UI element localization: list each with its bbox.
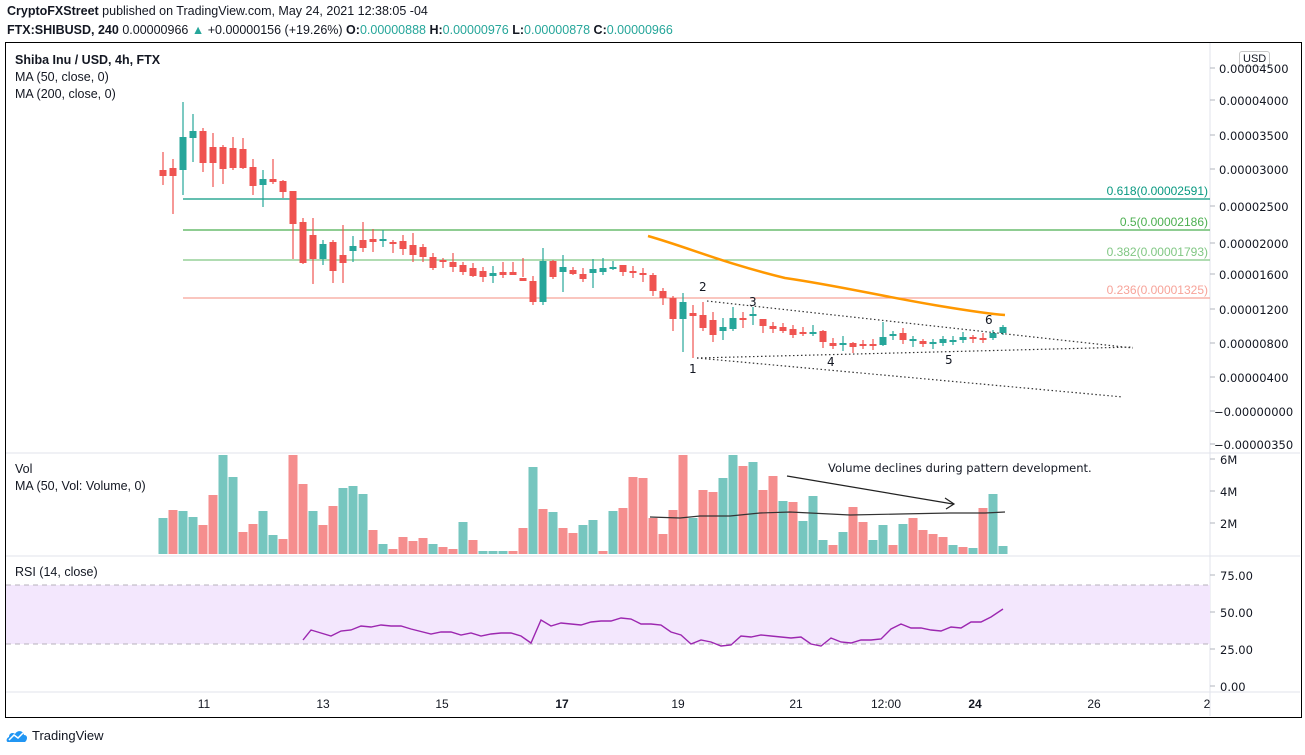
price-tick: 0.00000400 — [1219, 371, 1289, 385]
published-text: published on TradingView.com, May 24, 20… — [98, 4, 428, 18]
ma50-legend[interactable]: MA (50, close, 0) — [15, 70, 109, 84]
high-value: 0.00000976 — [442, 23, 509, 37]
time-tick: 11 — [197, 697, 211, 711]
time-tick: 17 — [555, 697, 569, 711]
publisher-name[interactable]: CryptoFXStreet — [7, 4, 99, 18]
volume-tick: 2M — [1220, 517, 1238, 531]
volume-annotation-note[interactable]: Volume declines during pattern developme… — [828, 461, 1092, 475]
rsi-legend[interactable]: RSI (14, close) — [15, 565, 98, 579]
pattern-point-4: 4 — [827, 355, 835, 369]
rsi-line — [302, 608, 1004, 647]
tradingview-logo[interactable]: TradingView — [6, 728, 104, 743]
price-tick: −0.00000000 — [1214, 405, 1294, 419]
high-label: H: — [429, 23, 443, 37]
pattern-point-1: 1 — [689, 362, 697, 376]
time-tick: 13 — [316, 697, 330, 711]
annotation-arrow[interactable] — [786, 475, 954, 505]
middle-trendline[interactable] — [696, 346, 1134, 359]
price-tick: 0.00003000 — [1219, 163, 1289, 177]
volume-tick: 6M — [1220, 453, 1238, 467]
low-value: 0.00000878 — [524, 23, 591, 37]
chart-title[interactable]: Shiba Inu / USD, 4h, FTX — [15, 53, 161, 67]
symbol-label: FTX:SHIBUSD, 240 — [7, 23, 119, 37]
ma200-legend[interactable]: MA (200, close, 0) — [15, 87, 116, 101]
volume-ma-legend[interactable]: MA (50, Vol: Volume, 0) — [15, 479, 146, 493]
rsi-band — [6, 585, 1210, 644]
up-arrow-icon: ▲ — [191, 23, 205, 37]
volume-ma-line — [649, 511, 1006, 519]
candlestick-series — [159, 102, 1007, 358]
rsi-tick: 25.00 — [1220, 643, 1253, 657]
price-tick: 0.00001200 — [1219, 303, 1289, 317]
lower-trendline[interactable] — [696, 357, 1124, 398]
time-tick: 26 — [1087, 697, 1101, 711]
main-legend: Shiba Inu / USD, 4h, FTX MA (50, close, … — [15, 52, 160, 103]
time-tick: 24 — [968, 697, 982, 711]
pattern-point-3: 3 — [749, 295, 757, 309]
open-value: 0.00000888 — [359, 23, 426, 37]
close-label: C: — [593, 23, 607, 37]
fib-label-0618: 0.618(0.00002591) — [1106, 184, 1208, 198]
rsi-tick: 75.00 — [1220, 569, 1253, 583]
close-value: 0.00000966 — [606, 23, 673, 37]
price-tick: 0.00000800 — [1219, 337, 1289, 351]
fib-label-0236: 0.236(0.00001325) — [1106, 283, 1208, 297]
price-tick: 0.00002000 — [1219, 237, 1289, 251]
publish-info: CryptoFXStreet published on TradingView.… — [7, 4, 428, 18]
tradingview-brand: TradingView — [32, 728, 104, 743]
low-label: L: — [512, 23, 525, 37]
ma50-line[interactable] — [647, 234, 1006, 317]
time-tick: 15 — [435, 697, 449, 711]
time-tick: 19 — [671, 697, 685, 711]
pattern-point-6: 6 — [985, 313, 993, 327]
price-tick: 0.00004000 — [1219, 94, 1289, 108]
ohlc-header: FTX:SHIBUSD, 240 0.00000966 ▲ +0.0000015… — [7, 23, 673, 37]
pattern-point-2: 2 — [699, 280, 707, 294]
fib-label-05: 0.5(0.00002186) — [1119, 215, 1208, 229]
price-tick: −0.00000350 — [1214, 438, 1294, 452]
volume-tick: 4M — [1220, 485, 1238, 499]
tradingview-cloud-icon — [6, 730, 28, 742]
volume-series — [158, 455, 1008, 554]
volume-title[interactable]: Vol — [15, 462, 33, 476]
open-label: O: — [346, 23, 360, 37]
pattern-point-5: 5 — [945, 353, 953, 367]
upper-trendline[interactable] — [706, 300, 1134, 349]
price-tick: 0.00003500 — [1219, 129, 1289, 143]
currency-badge[interactable]: USD — [1239, 51, 1271, 67]
time-tick: 21 — [789, 697, 803, 711]
time-tick: 2 — [1203, 697, 1211, 711]
price-change: +0.00000156 (+19.26%) — [207, 23, 343, 37]
price-tick: 0.00002500 — [1219, 200, 1289, 214]
volume-legend: Vol MA (50, Vol: Volume, 0) — [15, 461, 146, 495]
chart-frame — [5, 42, 1302, 718]
price-tick: 0.00004500 — [1219, 62, 1289, 76]
last-price: 0.00000966 — [122, 23, 189, 37]
fib-label-0382: 0.382(0.00001793) — [1106, 245, 1208, 259]
price-tick: 0.00001600 — [1219, 268, 1289, 282]
rsi-tick: 0.00 — [1220, 680, 1246, 694]
rsi-tick: 50.00 — [1220, 606, 1253, 620]
time-tick: 12:00 — [870, 697, 902, 711]
